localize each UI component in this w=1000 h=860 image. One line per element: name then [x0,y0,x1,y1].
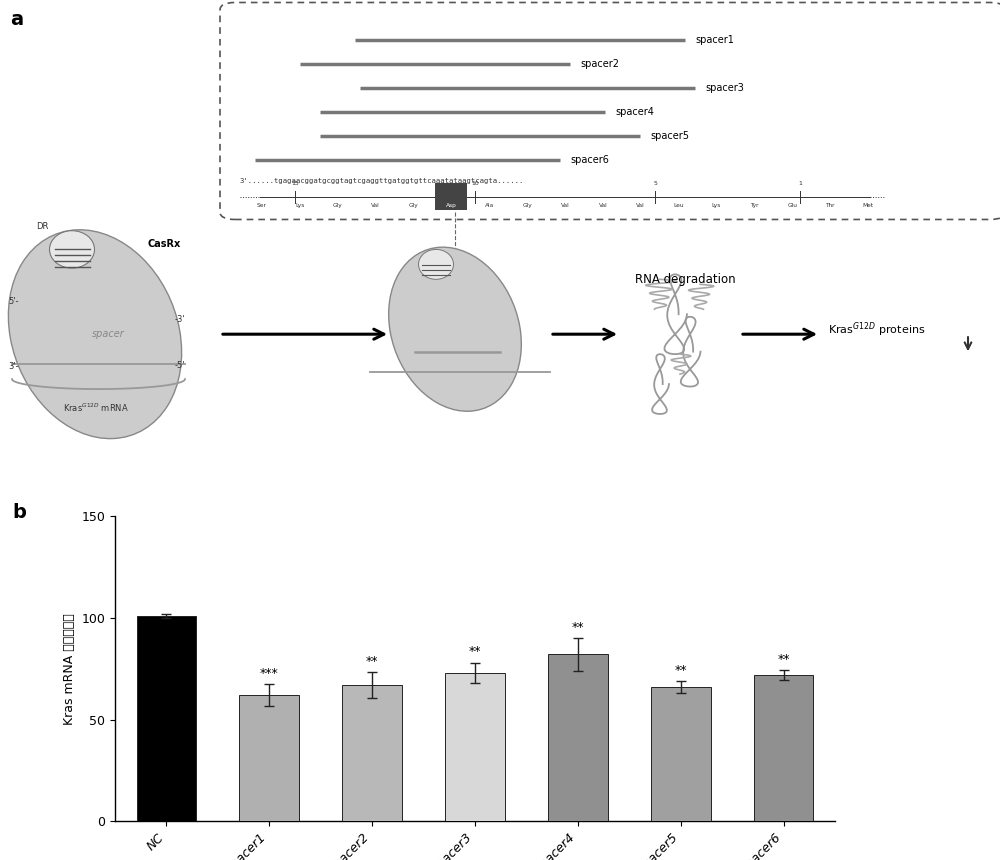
Text: **: ** [777,653,790,666]
Text: Gly: Gly [409,204,418,208]
Text: Ala: Ala [485,204,494,208]
Text: spacer6: spacer6 [570,155,609,164]
Text: Val: Val [636,204,645,208]
Bar [137,616,196,821]
Bar [754,675,813,821]
Text: -3': -3' [175,315,186,323]
Text: 10: 10 [471,181,479,186]
Bar [548,654,608,821]
Text: Thr: Thr [825,204,835,208]
Text: Gly: Gly [522,204,532,208]
Text: CasRx: CasRx [148,239,181,249]
Text: **: ** [572,621,584,634]
Text: b: b [12,503,26,522]
Text: 5'-: 5'- [8,298,18,306]
Y-axis label: Kras mRNA 相对表达量: Kras mRNA 相对表达量 [63,613,76,724]
Bar [435,182,467,210]
Text: Lys: Lys [712,204,721,208]
Text: Met: Met [862,204,874,208]
Ellipse shape [50,230,94,268]
Text: **: ** [366,654,378,667]
Text: a: a [10,10,23,29]
Text: Ser: Ser [257,204,267,208]
Text: Leu: Leu [673,204,684,208]
Text: 3'-: 3'- [8,362,19,372]
Text: **: ** [674,664,687,677]
Bar [651,687,711,821]
Text: ***: *** [260,666,279,680]
Text: 15: 15 [291,181,299,186]
Text: -5': -5' [175,360,186,370]
Ellipse shape [418,249,454,280]
Bar [445,673,505,821]
Text: spacer: spacer [92,329,124,339]
Text: spacer2: spacer2 [580,58,619,69]
Text: Asp: Asp [446,204,457,208]
Text: Lys: Lys [295,204,305,208]
Ellipse shape [389,247,521,411]
Text: spacer4: spacer4 [615,107,654,117]
Text: Gly: Gly [333,204,343,208]
Text: Val: Val [561,204,569,208]
Bar [342,685,402,821]
Text: RNA degradation: RNA degradation [635,273,735,286]
Text: 1: 1 [798,181,802,186]
Text: 5: 5 [653,181,657,186]
Text: Tyr: Tyr [750,204,759,208]
Text: Kras$^{G12D}$ mRNA: Kras$^{G12D}$ mRNA [63,402,129,414]
Text: spacer5: spacer5 [650,131,689,141]
Bar [239,695,299,821]
Text: DR: DR [36,223,48,231]
Text: spacer1: spacer1 [695,35,734,45]
Text: Val: Val [371,204,380,208]
Text: spacer3: spacer3 [705,83,744,93]
Text: Glu: Glu [787,204,797,208]
Text: **: ** [469,646,481,659]
Text: Val: Val [598,204,607,208]
Ellipse shape [8,230,182,439]
FancyBboxPatch shape [220,3,1000,219]
Text: Kras$^{G12D}$ proteins: Kras$^{G12D}$ proteins [828,320,925,339]
Text: 3'......tgagaacggatgcggtagtcgaggttgatggtgttcaaatataagtcagta......: 3'......tgagaacggatgcggtagtcgaggttgatggt… [240,177,524,183]
